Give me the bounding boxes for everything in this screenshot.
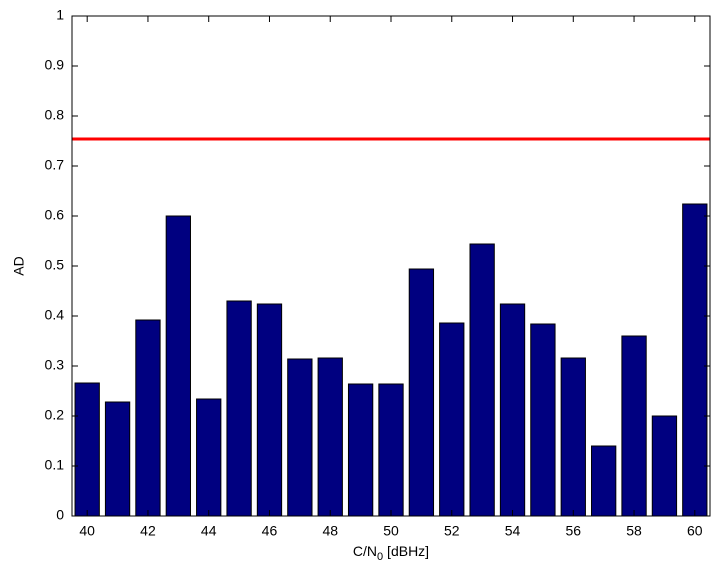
y-axis-label: AD — [11, 256, 27, 275]
x-tick-label: 48 — [322, 523, 338, 539]
x-axis-label-main: C/N — [353, 543, 377, 559]
bar — [469, 243, 495, 517]
bar — [651, 415, 678, 517]
y-tick-label: 0.8 — [45, 107, 65, 123]
bar — [287, 358, 313, 517]
x-axis-label-sub: 0 — [377, 551, 383, 563]
x-tick-label: 46 — [262, 523, 278, 539]
bar — [439, 322, 465, 517]
bar — [74, 382, 100, 517]
x-tick-label: 50 — [383, 523, 399, 539]
bar — [347, 383, 374, 517]
y-tick-label: 0.9 — [45, 57, 65, 73]
x-axis-label-unit: [dBHz] — [383, 543, 429, 559]
x-tick-label: 44 — [201, 523, 217, 539]
bar — [378, 383, 404, 517]
y-tick-label: 0.7 — [45, 157, 65, 173]
bar — [256, 303, 283, 517]
y-tick-label: 1 — [56, 7, 64, 23]
bar — [591, 445, 617, 517]
bar — [317, 357, 343, 517]
bar — [682, 203, 708, 517]
bar — [621, 335, 647, 517]
bar — [104, 401, 131, 517]
y-tick-label: 0 — [56, 507, 64, 523]
x-tick-label: 40 — [79, 523, 95, 539]
x-tick-label: 54 — [505, 523, 521, 539]
y-tick-label: 0.2 — [45, 407, 65, 423]
y-tick-label: 0.4 — [45, 307, 65, 323]
bar — [226, 300, 252, 517]
bar — [196, 398, 222, 517]
y-tick-label: 0.3 — [45, 357, 65, 373]
x-tick-label: 52 — [444, 523, 460, 539]
bar — [165, 215, 191, 517]
y-tick-label: 0.1 — [45, 457, 65, 473]
bar — [530, 323, 556, 517]
x-tick-label: 42 — [140, 523, 156, 539]
bar — [408, 268, 435, 517]
x-axis-label: C/N0 [dBHz] — [353, 543, 429, 563]
x-tick-label: 58 — [626, 523, 642, 539]
bar — [499, 303, 526, 517]
bar — [135, 319, 161, 517]
x-tick-label: 56 — [565, 523, 581, 539]
bar — [560, 357, 586, 517]
x-tick-label: 60 — [687, 523, 703, 539]
y-tick-label: 0.6 — [45, 207, 65, 223]
y-tick-label: 0.5 — [45, 257, 65, 273]
